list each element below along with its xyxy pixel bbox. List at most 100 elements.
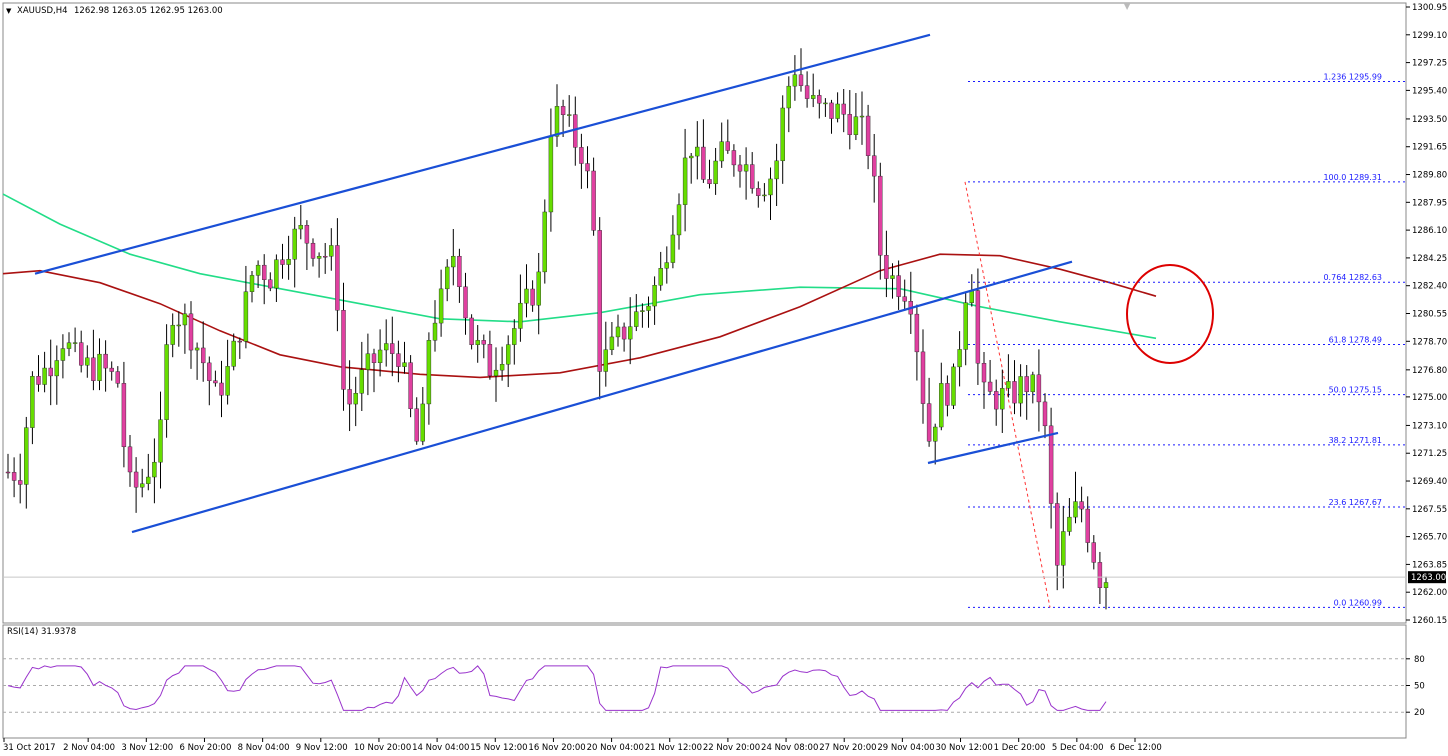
- candle-body: [298, 225, 303, 230]
- x-tick-label: 3 Nov 12:00: [121, 743, 173, 753]
- candle-body: [335, 245, 340, 311]
- candle-body: [115, 371, 121, 384]
- candle-body: [1097, 562, 1103, 588]
- candle-body: [377, 349, 383, 364]
- x-tick-label: 20 Nov 04:00: [587, 743, 644, 753]
- candle-body: [402, 362, 407, 367]
- candle-body: [262, 264, 267, 280]
- candle-body: [652, 285, 657, 307]
- candle-body: [567, 114, 572, 116]
- candle-body: [188, 313, 194, 351]
- candle-body: [432, 322, 438, 341]
- drawings: [34, 33, 1214, 534]
- y-tick-label: 1293.50: [1412, 115, 1447, 125]
- candle-body: [1061, 531, 1066, 566]
- candle-body: [1103, 582, 1109, 588]
- candle-body: [676, 204, 682, 236]
- y-tick-label: 1291.65: [1412, 143, 1447, 153]
- candle-body: [200, 347, 206, 364]
- candle-body: [11, 472, 17, 481]
- candle-body: [213, 380, 218, 384]
- rsi-panel[interactable]: [2, 624, 1407, 739]
- x-tick-label: 16 Nov 20:00: [528, 743, 585, 753]
- candle-body: [939, 383, 944, 428]
- candle-body: [255, 264, 261, 276]
- candle-body: [457, 255, 462, 288]
- current-price-value: 1263.00: [1411, 573, 1446, 583]
- x-tick-label: 9 Nov 12:00: [296, 743, 348, 753]
- candle-body: [737, 164, 743, 172]
- candle-body: [268, 279, 273, 289]
- x-tick-label: 8 Nov 04:00: [238, 743, 290, 753]
- rsi-tick-label: 20: [1414, 708, 1425, 718]
- price-panel[interactable]: [2, 2, 1407, 624]
- candle-body: [664, 262, 669, 269]
- fib-trend-line: [964, 181, 1051, 608]
- candle-body: [438, 288, 444, 324]
- candle-body: [24, 427, 29, 485]
- candles: [5, 48, 1109, 610]
- highlight-circle: [1126, 264, 1214, 364]
- candle-body: [243, 291, 249, 342]
- rsi-indicator: 80 50 20: [3, 655, 1425, 718]
- candle-body: [597, 230, 602, 372]
- candle-body: [1030, 374, 1036, 393]
- candle-body: [1000, 388, 1005, 410]
- candle-body: [804, 85, 810, 99]
- candle-body: [859, 115, 865, 118]
- candle-body: [5, 471, 11, 474]
- candle-body: [811, 95, 816, 99]
- candle-body: [506, 344, 511, 365]
- candle-body: [853, 116, 859, 135]
- candle-body: [524, 288, 529, 304]
- candle-body: [237, 340, 243, 343]
- candle-body: [878, 175, 883, 256]
- candle-body: [621, 326, 627, 340]
- candle-body: [152, 461, 157, 478]
- fib-level-label: 50.0 1275.15: [1329, 386, 1382, 395]
- candle-body: [420, 403, 425, 442]
- candle-body: [835, 103, 840, 119]
- y-tick-label: 1269.40: [1412, 477, 1447, 487]
- candle-body: [194, 347, 200, 351]
- candle-body: [146, 476, 151, 484]
- candle-body: [609, 336, 615, 350]
- candle-body: [579, 147, 584, 164]
- candle-body: [743, 164, 749, 172]
- candle-body: [390, 343, 395, 354]
- candle-body: [341, 310, 346, 390]
- x-tick-label: 24 Nov 08:00: [761, 743, 818, 753]
- y-tick-label: 1289.80: [1412, 171, 1447, 181]
- candle-body: [1048, 425, 1054, 504]
- candle-body: [316, 255, 322, 259]
- menu-triangle-icon[interactable]: ▼: [6, 7, 12, 15]
- candle-body: [365, 353, 371, 370]
- candle-body: [847, 114, 852, 135]
- candle-body: [914, 313, 920, 353]
- candle-body: [280, 259, 285, 265]
- fib-level-label: 38.2 1271.81: [1329, 436, 1382, 445]
- x-tick-label: 6 Nov 20:00: [179, 743, 231, 753]
- candle-body: [292, 228, 297, 260]
- scroll-marker-icon[interactable]: ▼: [1124, 2, 1131, 11]
- x-tick-label: 30 Nov 12:00: [936, 743, 993, 753]
- candle-body: [762, 194, 767, 197]
- axes: 1300.95 1299.10 1297.25 1295.40 1293.50 1291.…: [3, 3, 1447, 753]
- candle-body: [127, 446, 133, 473]
- candle-body: [975, 290, 981, 364]
- candle-body: [701, 146, 706, 180]
- candle-body: [554, 106, 560, 137]
- candle-body: [536, 271, 541, 306]
- candle-body: [408, 362, 413, 409]
- candle-body: [756, 188, 761, 196]
- y-tick-label: 1276.80: [1412, 366, 1447, 376]
- channel-upper-line: [34, 33, 931, 275]
- y-tick-label: 1271.25: [1412, 449, 1447, 459]
- candle-body: [353, 393, 358, 405]
- candle-body: [103, 353, 108, 369]
- candle-body: [591, 170, 596, 231]
- candle-body: [91, 357, 96, 381]
- fib-level-label: 23.6 1267.67: [1329, 498, 1382, 507]
- candle-body: [890, 275, 895, 279]
